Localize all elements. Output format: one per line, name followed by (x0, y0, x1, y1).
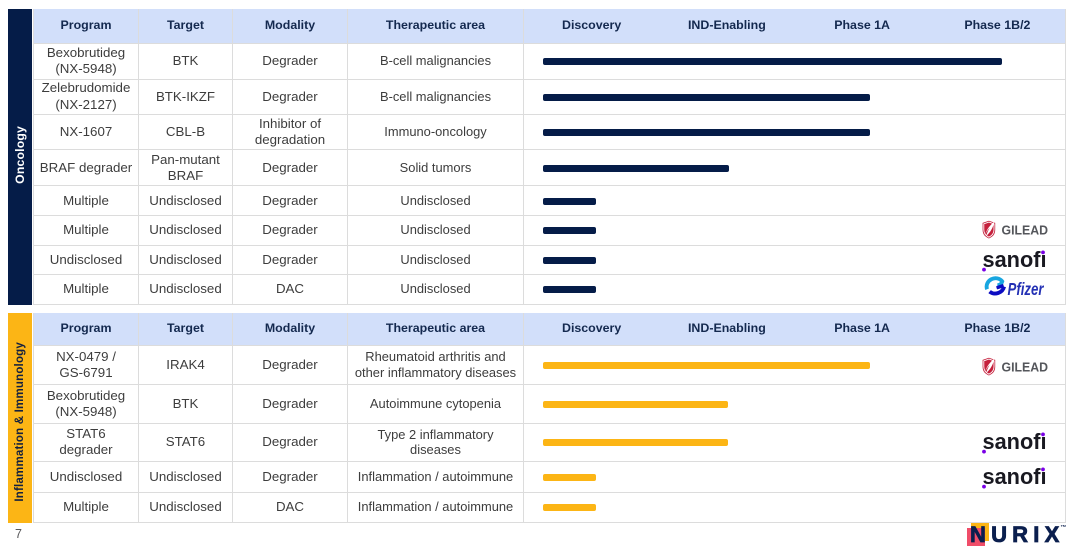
svg-text:GILEAD: GILEAD (1002, 360, 1049, 374)
svg-text:sanofı: sanofı (983, 464, 1047, 489)
svg-text:GILEAD: GILEAD (1002, 224, 1049, 238)
svg-text:Pfizer: Pfizer (1008, 279, 1045, 299)
svg-text:sanofı: sanofı (983, 429, 1047, 454)
svg-text:sanofı: sanofı (983, 247, 1047, 272)
